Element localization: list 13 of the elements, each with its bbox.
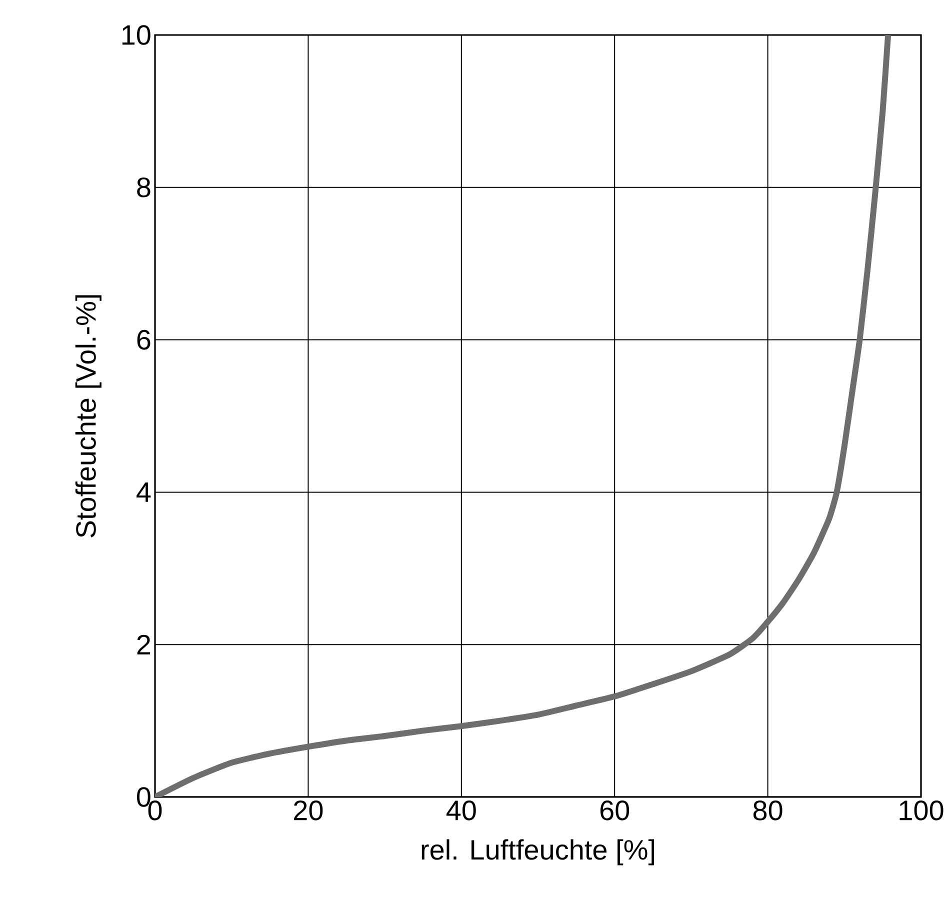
x-tick-label: 100 (900, 800, 944, 820)
y-tick-label: 10 (122, 25, 150, 45)
y-axis-title: Stoffeuchte [Vol.-%] (75, 295, 102, 538)
y-tick-label: 2 (137, 634, 150, 654)
x-axis-title: rel. Luftfeuchte [%] (422, 839, 654, 866)
x-tick-label: 80 (753, 800, 782, 820)
x-tick-label: 40 (446, 800, 476, 820)
y-tick-label: 4 (136, 482, 151, 502)
y-tick-label: 8 (137, 177, 150, 198)
y-tick-label: 0 (136, 787, 150, 807)
x-tick-label: 60 (600, 800, 630, 820)
x-tick-label: 20 (294, 800, 323, 820)
y-tick-label: 6 (137, 330, 150, 350)
